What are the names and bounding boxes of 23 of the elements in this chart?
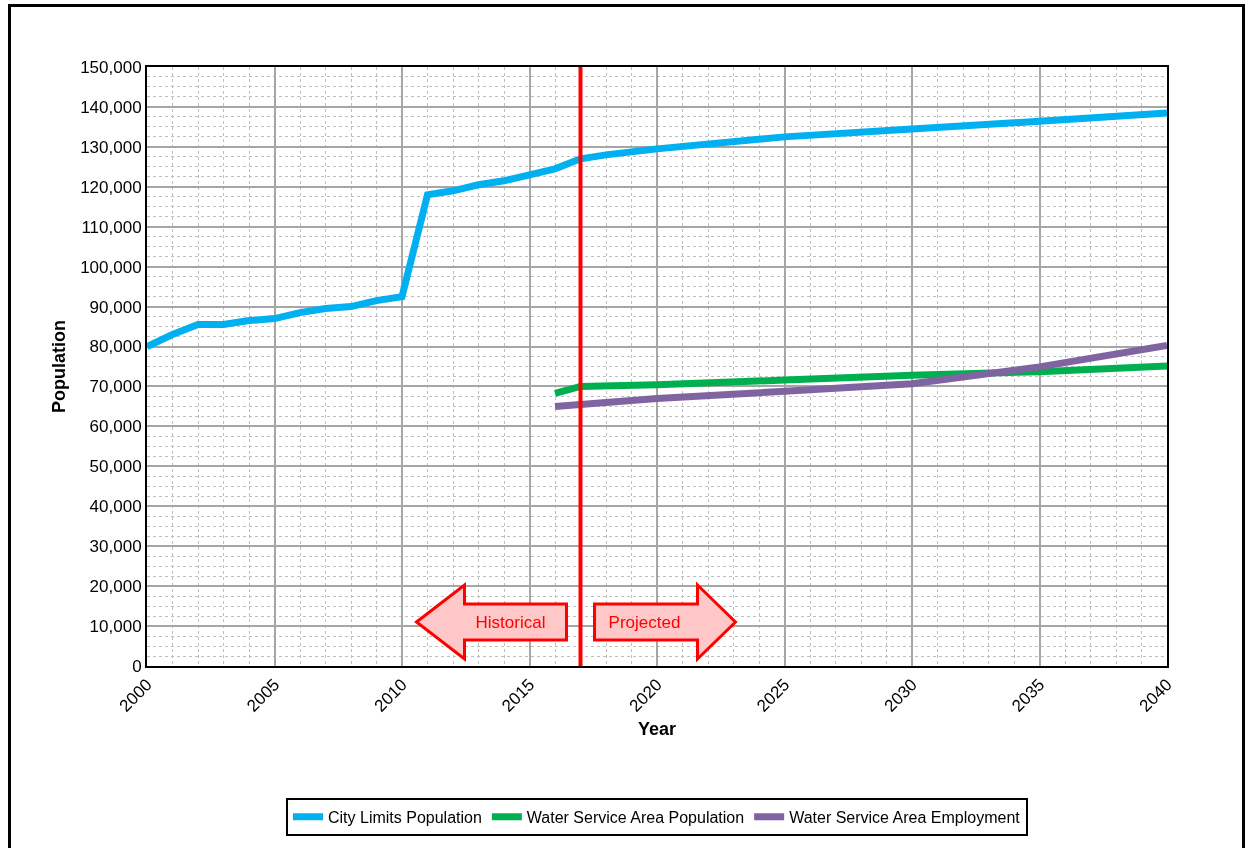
- y-axis-title: Population: [48, 320, 69, 413]
- legend-label: Water Service Area Population: [526, 808, 745, 826]
- y-tick-label: 110,000: [81, 217, 142, 237]
- y-tick-label: 20,000: [89, 577, 142, 597]
- y-tick-label: 140,000: [80, 97, 142, 117]
- y-tick-label: 150,000: [80, 57, 142, 77]
- y-tick-label: 80,000: [89, 337, 142, 357]
- y-tick-label: 60,000: [89, 417, 142, 437]
- y-tick-label: 120,000: [80, 177, 142, 197]
- legend-label: Water Service Area Employment: [789, 808, 1021, 826]
- y-tick-label: 10,000: [89, 617, 142, 637]
- y-tick-label: 40,000: [89, 497, 142, 517]
- x-axis-title: Year: [637, 719, 677, 740]
- y-tick-label: 130,000: [80, 137, 142, 157]
- y-tick-label: 90,000: [89, 297, 142, 317]
- y-tick-label: 30,000: [89, 537, 142, 557]
- annotation: Historical: [475, 613, 546, 632]
- annotation: Projected: [608, 613, 681, 632]
- y-tick-label: 70,000: [89, 377, 142, 397]
- y-tick-label: 0: [132, 656, 142, 676]
- legend-label: City Limits Population: [328, 808, 482, 826]
- y-tick-label: 100,000: [80, 257, 142, 277]
- y-tick-label: 50,000: [89, 457, 142, 477]
